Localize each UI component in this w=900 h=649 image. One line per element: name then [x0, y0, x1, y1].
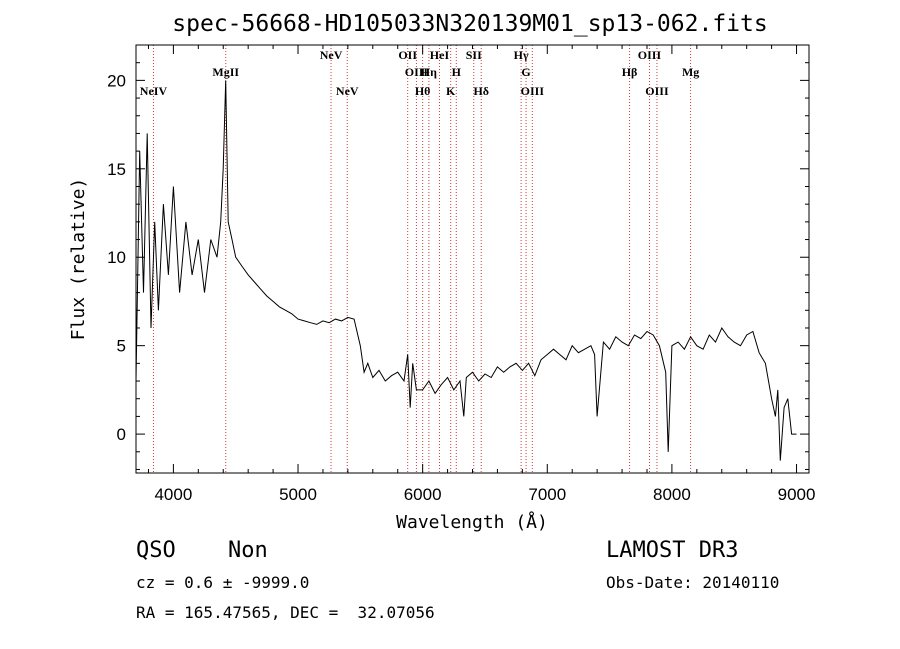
- object-class: QSO: [136, 538, 176, 563]
- line-marker-label: Hβ: [622, 65, 638, 79]
- line-marker-label: Hδ: [473, 84, 489, 98]
- x-tick-label: 4000: [154, 485, 192, 504]
- x-tick-label: 5000: [279, 485, 317, 504]
- line-marker-label: Hγ: [514, 48, 529, 62]
- y-tick-label: 5: [117, 337, 126, 356]
- line-markers: NeIV MgII NeV NeV OII OIII Hθ Hη HeI KH SII Hδ Hγ G OI…: [140, 45, 699, 473]
- redshift-info: cz = 0.6 ± -9999.0: [136, 573, 310, 592]
- line-marker-label: NeV: [320, 48, 343, 62]
- line-marker-label: OIII: [638, 48, 662, 62]
- line-marker-label: G: [521, 65, 530, 79]
- spectrum-line: [135, 80, 797, 461]
- line-marker-label: Hθ: [415, 84, 431, 98]
- coordinates-info: RA = 165.47565, DEC = 32.07056: [136, 603, 435, 622]
- line-marker-label: MgII: [212, 65, 239, 79]
- y-tick-label: 15: [107, 160, 126, 179]
- x-axis-label: Wavelength (Å): [396, 511, 548, 533]
- line-marker-label: K: [446, 84, 456, 98]
- line-marker-label: OIII: [645, 84, 669, 98]
- y-tick-label: 0: [117, 425, 126, 444]
- line-marker-label: H: [452, 65, 462, 79]
- x-tick-label: 8000: [653, 485, 691, 504]
- line-marker-label: OIII: [521, 84, 545, 98]
- object-subclass: Non: [228, 538, 268, 563]
- line-marker-label: OII: [398, 48, 417, 62]
- line-marker-label: Hη: [421, 65, 437, 79]
- x-tick-label: 9000: [778, 485, 816, 504]
- y-tick-label: 20: [107, 71, 126, 90]
- line-marker-label: HeI: [430, 48, 450, 62]
- survey-name: LAMOST DR3: [606, 538, 739, 563]
- chart-title: spec-56668-HD105033N320139M01_sp13-062.f…: [172, 11, 767, 37]
- spectrum-series: [135, 80, 797, 461]
- line-marker-label: NeV: [336, 84, 359, 98]
- line-marker-label: SII: [466, 48, 482, 62]
- x-tick-label: 7000: [528, 485, 566, 504]
- observation-date: Obs-Date: 20140110: [606, 573, 780, 592]
- y-tick-label: 10: [107, 248, 126, 267]
- x-tick-label: 6000: [404, 485, 442, 504]
- y-axis-label: Flux (relative): [68, 178, 89, 341]
- line-marker-label: Mg: [682, 65, 699, 79]
- axis-ticks: 4000 5000 6000 7000 8000 9000 0 5 10 15 20: [107, 44, 816, 504]
- line-marker-label: NeIV: [140, 84, 168, 98]
